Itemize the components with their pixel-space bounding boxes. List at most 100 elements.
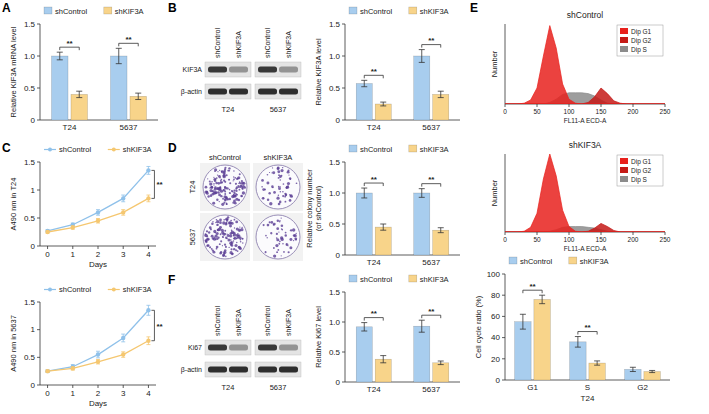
error-cap — [146, 336, 150, 337]
error-cap — [146, 174, 150, 175]
x-tick-label: 50 — [533, 108, 541, 115]
colony — [282, 243, 284, 245]
y-axis-label: A490 nm in T24 — [9, 178, 18, 231]
y-tick-label: 0 — [336, 378, 341, 387]
colony — [280, 217, 281, 218]
error-bar — [96, 210, 100, 216]
colony — [208, 231, 210, 233]
legend-label: shControl — [55, 7, 87, 16]
y-axis-label: A490 nm in 5637 — [9, 315, 18, 372]
colony — [226, 222, 228, 224]
colony — [233, 248, 235, 250]
colony — [212, 202, 215, 205]
error-cap — [438, 91, 444, 92]
x-tick-label: 0 — [45, 250, 50, 259]
blot-band — [279, 345, 298, 351]
y-tick-label: 0.5 — [329, 220, 341, 229]
error-cap — [121, 334, 125, 335]
colony — [272, 171, 275, 174]
x-tick — [505, 104, 506, 107]
y-tick — [342, 162, 345, 163]
x-axis-label: FL11-A ECD-A — [564, 245, 607, 252]
error-cap — [146, 305, 150, 306]
colony — [220, 240, 222, 242]
bar — [375, 104, 391, 120]
y-tick — [342, 88, 345, 89]
colony — [286, 186, 289, 189]
colony — [226, 203, 227, 204]
x-axis-label: Days — [89, 399, 107, 408]
colony — [240, 195, 242, 197]
bar — [433, 363, 449, 382]
colony — [286, 186, 289, 189]
colony — [205, 241, 208, 244]
colony — [224, 199, 226, 201]
colony — [232, 191, 233, 192]
colony — [265, 251, 267, 253]
x-tick-label: 4 — [146, 250, 151, 259]
colony — [216, 177, 218, 179]
blot-strip — [255, 84, 301, 99]
error-cap — [649, 372, 655, 373]
dish — [256, 165, 300, 209]
colony — [279, 220, 280, 221]
y-tick-label: 1.5 — [329, 20, 341, 29]
colony — [216, 248, 218, 250]
marker — [121, 196, 125, 200]
colony — [224, 181, 226, 183]
colony — [207, 244, 210, 247]
bar — [433, 94, 449, 120]
colony — [279, 221, 280, 222]
y-tick-label: 20 — [491, 355, 500, 364]
blot-strip — [205, 84, 251, 99]
colony — [217, 171, 218, 172]
error-cap — [520, 329, 526, 330]
error-bar — [380, 356, 386, 363]
column-label: shKIF3A — [264, 153, 293, 162]
error-cap — [146, 201, 150, 202]
colony — [233, 179, 235, 181]
x-tick-label: 3 — [121, 250, 126, 259]
bar — [644, 372, 661, 380]
y-axis — [40, 24, 41, 120]
colony — [262, 188, 265, 191]
legend-box — [617, 25, 663, 56]
colony — [235, 198, 238, 201]
y-tick-label: 0 — [336, 116, 341, 125]
colony — [289, 199, 292, 202]
colony — [262, 197, 265, 200]
colony — [291, 196, 293, 198]
figure: ABCDEFshControlshKIF3AT24shControlshKIF3… — [0, 0, 709, 414]
x-tick — [665, 104, 666, 107]
bar — [130, 96, 147, 120]
bar — [356, 327, 372, 382]
colony — [224, 244, 226, 246]
colony — [219, 170, 220, 171]
lane-label: shKIF3A — [235, 31, 242, 58]
colony — [214, 188, 217, 191]
colony — [277, 249, 279, 251]
dish — [203, 165, 247, 209]
error-cap — [380, 102, 386, 103]
colony — [234, 177, 236, 179]
colony — [228, 170, 230, 172]
colony — [234, 227, 235, 228]
colony — [278, 231, 279, 232]
error-cap — [121, 357, 125, 358]
error-bar — [96, 219, 100, 223]
legend-label: Dip S — [631, 176, 648, 184]
error-cap — [361, 80, 367, 81]
blot-band — [258, 367, 277, 373]
colony — [222, 245, 223, 246]
marker — [146, 339, 150, 343]
colony — [272, 187, 273, 188]
y-tick-label: 1.0 — [329, 189, 341, 198]
x-tick-label: 3 — [121, 389, 126, 398]
error-line — [597, 361, 598, 365]
marker — [96, 210, 100, 214]
colony — [273, 224, 275, 226]
colony — [282, 167, 283, 168]
bar — [52, 56, 69, 120]
x-axis-label: T24 — [581, 394, 595, 403]
error-bar — [594, 361, 600, 365]
